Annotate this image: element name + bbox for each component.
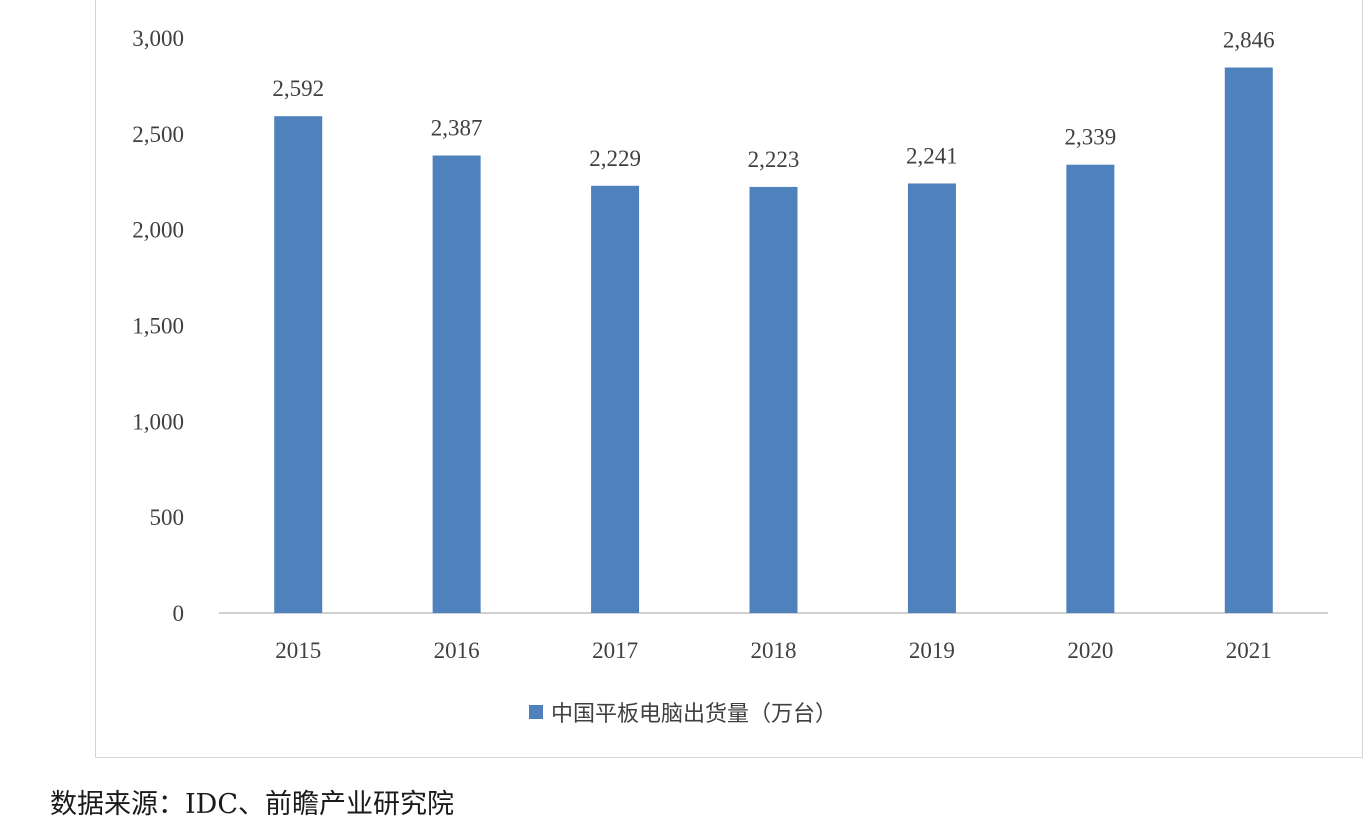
y-tick-label: 2,500 <box>132 122 184 147</box>
source-note: 数据来源：IDC、前瞻产业研究院 <box>50 789 454 820</box>
data-label: 2,339 <box>1064 125 1116 150</box>
y-tick-label: 1,000 <box>132 409 184 434</box>
y-tick-label: 0 <box>173 601 185 626</box>
legend: 中国平板电脑出货量（万台） <box>529 702 837 727</box>
bar <box>749 186 798 614</box>
bar <box>1224 67 1273 614</box>
bar <box>591 185 640 613</box>
data-label: 2,592 <box>272 76 324 101</box>
y-tick-label: 500 <box>150 505 185 530</box>
x-tick-label: 2021 <box>1226 638 1272 663</box>
data-label: 2,846 <box>1223 28 1275 53</box>
x-axis-category-labels: 2015 2016 2017 2018 2019 2020 2021 <box>275 638 1272 663</box>
data-labels: 2,592 2,387 2,229 2,223 2,241 2,339 2,846 <box>272 28 1274 172</box>
data-label: 2,241 <box>906 143 958 168</box>
x-tick-label: 2018 <box>751 638 797 663</box>
x-tick-label: 2017 <box>592 638 638 663</box>
y-tick-label: 1,500 <box>132 314 184 339</box>
bar <box>1066 164 1115 614</box>
data-label: 2,229 <box>589 146 641 171</box>
data-label: 2,387 <box>431 115 483 140</box>
y-tick-label: 3,000 <box>132 26 184 51</box>
bar <box>432 155 481 613</box>
data-label: 2,223 <box>748 147 800 172</box>
bar-chart: 0 500 1,000 1,500 2,000 2,500 3,000 2,592 2,387… <box>132 26 1328 727</box>
bar <box>907 183 956 613</box>
legend-label: 中国平板电脑出货量（万台） <box>551 702 837 727</box>
y-axis-tick-labels: 0 500 1,000 1,500 2,000 2,500 3,000 <box>132 26 184 626</box>
x-tick-label: 2020 <box>1067 638 1113 663</box>
legend-swatch <box>529 705 543 719</box>
x-tick-label: 2016 <box>434 638 480 663</box>
bars <box>274 67 1273 614</box>
y-tick-label: 2,000 <box>132 218 184 243</box>
bar <box>274 116 323 613</box>
x-tick-label: 2015 <box>275 638 321 663</box>
chart-frame <box>95 0 1363 758</box>
x-tick-label: 2019 <box>909 638 955 663</box>
